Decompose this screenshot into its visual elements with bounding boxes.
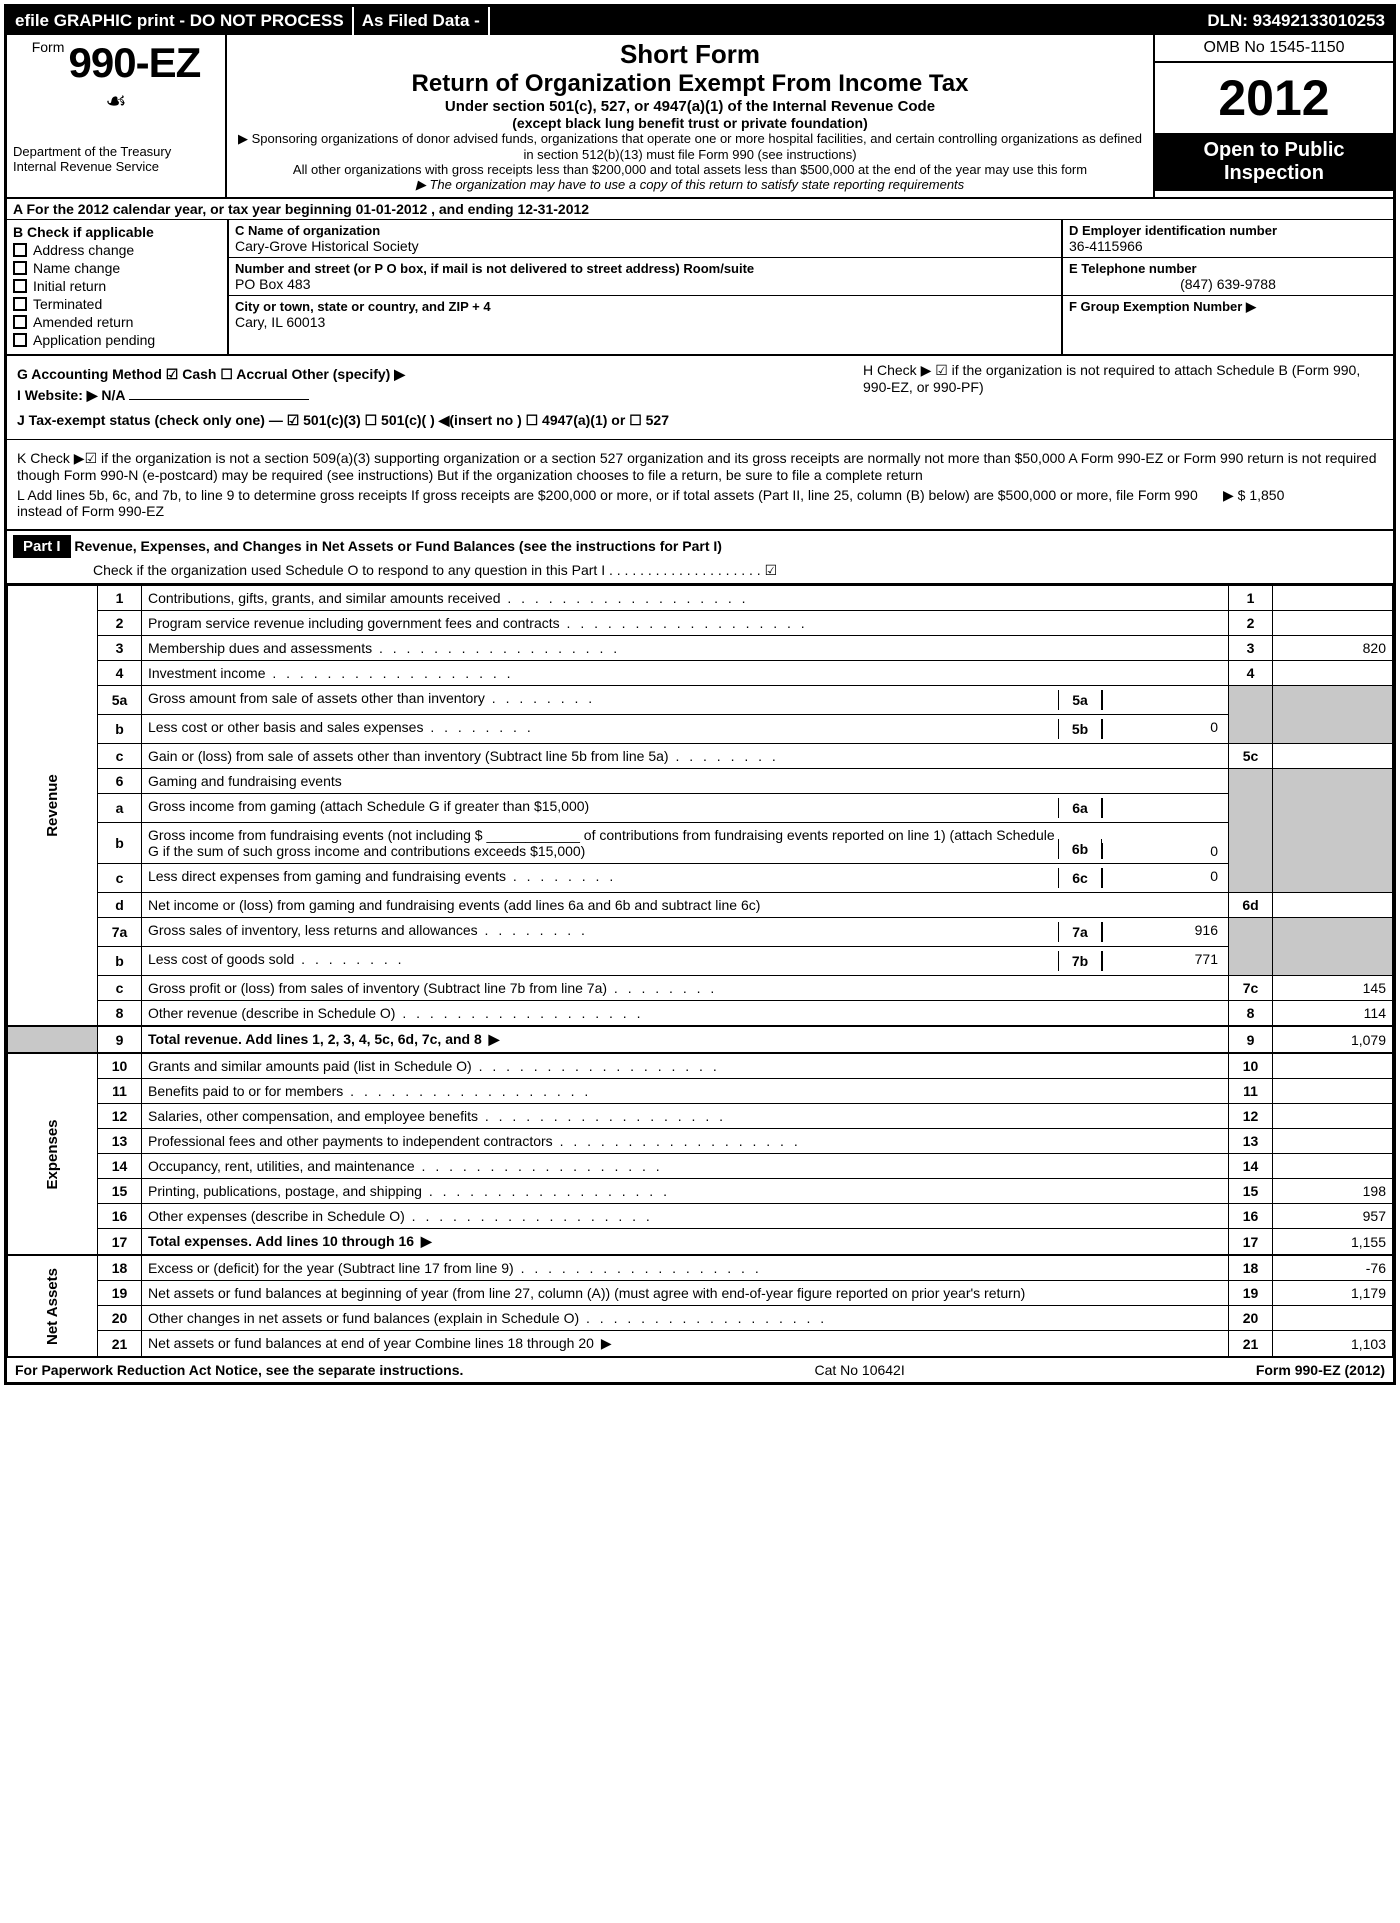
chk-name-change[interactable]: Name change bbox=[13, 260, 221, 276]
chk-address-change[interactable]: Address change bbox=[13, 242, 221, 258]
table-row: 5a Gross amount from sale of assets othe… bbox=[8, 686, 1393, 715]
table-row: Net Assets 18 Excess or (deficit) for th… bbox=[8, 1255, 1393, 1281]
form-subtitle-2: (except black lung benefit trust or priv… bbox=[235, 115, 1145, 131]
org-name-value: Cary-Grove Historical Society bbox=[235, 238, 1055, 254]
chk-initial-return[interactable]: Initial return bbox=[13, 278, 221, 294]
part-1-header: Part I Revenue, Expenses, and Changes in… bbox=[7, 531, 1393, 585]
table-row: 11 Benefits paid to or for members 11 bbox=[8, 1079, 1393, 1104]
omb-number: OMB No 1545-1150 bbox=[1155, 35, 1393, 63]
line-l-value: ▶ $ 1,850 bbox=[1223, 487, 1383, 519]
group-exemption-label: F Group Exemption Number ▶ bbox=[1069, 299, 1387, 315]
table-row: d Net income or (loss) from gaming and f… bbox=[8, 893, 1393, 918]
table-row: 4 Investment income 4 bbox=[8, 661, 1393, 686]
efile-notice: efile GRAPHIC print - DO NOT PROCESS bbox=[7, 7, 354, 35]
short-form-label: Short Form bbox=[235, 39, 1145, 70]
column-b-checkboxes: B Check if applicable Address change Nam… bbox=[7, 220, 227, 354]
org-addr-label: Number and street (or P O box, if mail i… bbox=[235, 261, 1055, 276]
part-1-sub: Check if the organization used Schedule … bbox=[93, 562, 1387, 579]
chk-terminated[interactable]: Terminated bbox=[13, 296, 221, 312]
page-footer: For Paperwork Reduction Act Notice, see … bbox=[7, 1358, 1393, 1382]
table-row: Expenses 10 Grants and similar amounts p… bbox=[8, 1053, 1393, 1079]
table-row: c Gain or (loss) from sale of assets oth… bbox=[8, 744, 1393, 769]
table-row: 21 Net assets or fund balances at end of… bbox=[8, 1331, 1393, 1358]
table-row: c Gross profit or (loss) from sales of i… bbox=[8, 976, 1393, 1001]
dln-number: DLN: 93492133010253 bbox=[1199, 7, 1393, 35]
line-l-desc: L Add lines 5b, 6c, and 7b, to line 9 to… bbox=[17, 487, 1223, 519]
ein-value: 36-4115966 bbox=[1069, 238, 1387, 254]
table-row: 9 Total revenue. Add lines 1, 2, 3, 4, 5… bbox=[8, 1026, 1393, 1053]
table-row: 20 Other changes in net assets or fund b… bbox=[8, 1306, 1393, 1331]
part-1-title: Revenue, Expenses, and Changes in Net As… bbox=[74, 538, 722, 554]
section-a-tax-year: A For the 2012 calendar year, or tax yea… bbox=[7, 199, 1393, 220]
main-financial-table: Revenue 1 Contributions, gifts, grants, … bbox=[7, 585, 1393, 1358]
table-row: 14 Occupancy, rent, utilities, and maint… bbox=[8, 1154, 1393, 1179]
table-row: 6 Gaming and fundraising events bbox=[8, 769, 1393, 794]
fine-print-1: ▶ Sponsoring organizations of donor advi… bbox=[235, 131, 1145, 162]
dept-treasury: Department of the Treasury bbox=[13, 144, 219, 159]
org-addr-value: PO Box 483 bbox=[235, 276, 1055, 292]
form-title-block: Short Form Return of Organization Exempt… bbox=[227, 35, 1153, 197]
table-row: b Less cost of goods sold 7b 771 bbox=[8, 947, 1393, 976]
table-row: 7a Gross sales of inventory, less return… bbox=[8, 918, 1393, 947]
line-j-tax-exempt: J Tax-exempt status (check only one) — ☑… bbox=[17, 412, 1383, 429]
chk-amended-return[interactable]: Amended return bbox=[13, 314, 221, 330]
table-row: 13 Professional fees and other payments … bbox=[8, 1129, 1393, 1154]
table-row: 2 Program service revenue including gove… bbox=[8, 611, 1393, 636]
lines-k-l: K Check ▶☑ if the organization is not a … bbox=[7, 440, 1393, 531]
side-revenue: Revenue bbox=[8, 586, 98, 1027]
chk-application-pending[interactable]: Application pending bbox=[13, 332, 221, 348]
phone-label: E Telephone number bbox=[1069, 261, 1387, 276]
table-row: b Less cost or other basis and sales exp… bbox=[8, 715, 1393, 744]
as-filed-label: As Filed Data - bbox=[354, 7, 490, 35]
footer-left: For Paperwork Reduction Act Notice, see … bbox=[15, 1362, 463, 1378]
column-def: D Employer identification number 36-4115… bbox=[1063, 220, 1393, 354]
ein-label: D Employer identification number bbox=[1069, 223, 1387, 238]
line-g-accounting: G Accounting Method ☑ Cash ☐ Accrual Oth… bbox=[17, 366, 823, 383]
table-row: 15 Printing, publications, postage, and … bbox=[8, 1179, 1393, 1204]
org-city-label: City or town, state or country, and ZIP … bbox=[235, 299, 1055, 314]
fine-print-2: All other organizations with gross recei… bbox=[235, 162, 1145, 177]
form-header: Form 990-EZ ☙ Department of the Treasury… bbox=[7, 35, 1393, 199]
side-expenses: Expenses bbox=[8, 1053, 98, 1255]
table-row: 3 Membership dues and assessments 3 820 bbox=[8, 636, 1393, 661]
table-row: 19 Net assets or fund balances at beginn… bbox=[8, 1281, 1393, 1306]
phone-value: (847) 639-9788 bbox=[1069, 276, 1387, 292]
form-id-block: Form 990-EZ ☙ Department of the Treasury… bbox=[7, 35, 227, 197]
identity-block: B Check if applicable Address change Nam… bbox=[7, 220, 1393, 356]
footer-right: Form 990-EZ (2012) bbox=[1256, 1362, 1385, 1378]
table-row: b Gross income from fundraising events (… bbox=[8, 823, 1393, 864]
header-right-block: OMB No 1545-1150 2012 Open to Public Ins… bbox=[1153, 35, 1393, 197]
form-prefix: Form bbox=[32, 39, 65, 55]
fine-print-3: ▶ The organization may have to use a cop… bbox=[235, 177, 1145, 193]
org-city-value: Cary, IL 60013 bbox=[235, 314, 1055, 330]
form-title: Return of Organization Exempt From Incom… bbox=[235, 70, 1145, 98]
spacer bbox=[490, 7, 1200, 35]
table-row: 12 Salaries, other compensation, and emp… bbox=[8, 1104, 1393, 1129]
table-row: 16 Other expenses (describe in Schedule … bbox=[8, 1204, 1393, 1229]
top-bar: efile GRAPHIC print - DO NOT PROCESS As … bbox=[7, 7, 1393, 35]
col-b-header: B Check if applicable bbox=[13, 224, 221, 240]
footer-mid: Cat No 10642I bbox=[814, 1362, 904, 1378]
dept-irs: Internal Revenue Service bbox=[13, 159, 219, 174]
org-name-label: C Name of organization bbox=[235, 223, 1055, 238]
table-row: Revenue 1 Contributions, gifts, grants, … bbox=[8, 586, 1393, 611]
column-c-org-info: C Name of organization Cary-Grove Histor… bbox=[227, 220, 1063, 354]
side-net-assets: Net Assets bbox=[8, 1255, 98, 1357]
lines-g-through-l: G Accounting Method ☑ Cash ☐ Accrual Oth… bbox=[7, 356, 1393, 440]
table-row: 8 Other revenue (describe in Schedule O)… bbox=[8, 1001, 1393, 1027]
form-number: 990-EZ bbox=[69, 39, 201, 86]
form-page: efile GRAPHIC print - DO NOT PROCESS As … bbox=[4, 4, 1396, 1385]
line-h-schedule-b: H Check ▶ ☑ if the organization is not r… bbox=[863, 362, 1383, 408]
open-to-public: Open to Public Inspection bbox=[1155, 133, 1393, 191]
line-i-website: I Website: ▶ N/A bbox=[17, 387, 823, 404]
table-row: c Less direct expenses from gaming and f… bbox=[8, 864, 1393, 893]
form-subtitle-1: Under section 501(c), 527, or 4947(a)(1)… bbox=[235, 98, 1145, 115]
table-row: a Gross income from gaming (attach Sched… bbox=[8, 794, 1393, 823]
table-row: 17 Total expenses. Add lines 10 through … bbox=[8, 1229, 1393, 1256]
part-1-label: Part I bbox=[13, 535, 71, 558]
line-k: K Check ▶☑ if the organization is not a … bbox=[17, 450, 1383, 483]
tax-year: 2012 bbox=[1155, 63, 1393, 133]
